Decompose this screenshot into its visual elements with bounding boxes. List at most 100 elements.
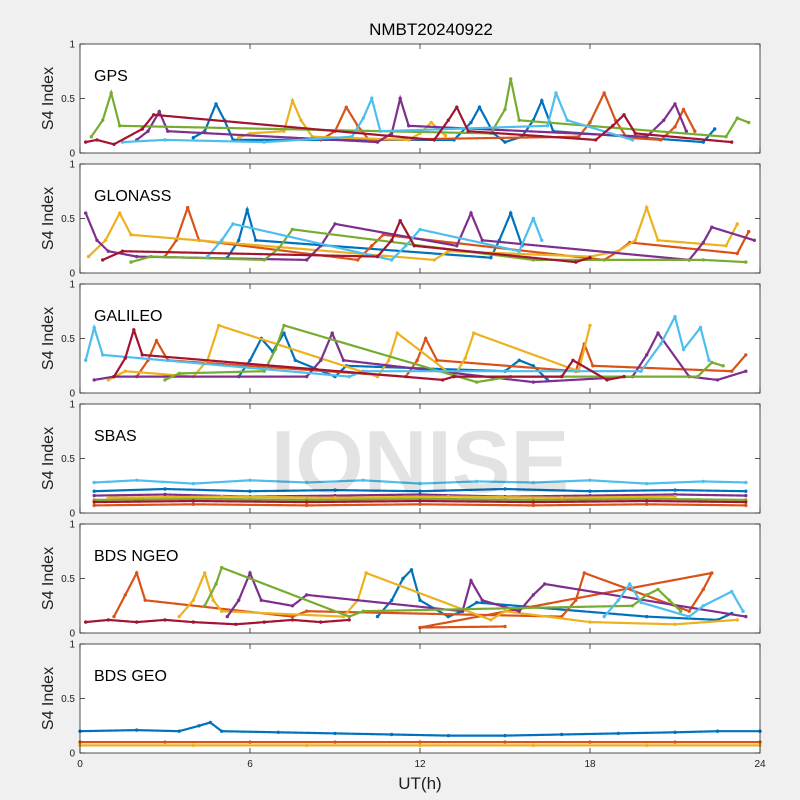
data-point <box>95 138 99 142</box>
data-point <box>220 494 224 499</box>
series-trace <box>78 721 762 737</box>
data-point <box>744 353 748 357</box>
x-axis-label: UT(h) <box>398 774 441 793</box>
data-point <box>276 730 280 734</box>
data-point <box>659 342 663 346</box>
data-point <box>645 353 649 357</box>
data-point <box>191 620 195 624</box>
data-point <box>460 609 465 613</box>
series-1 <box>112 570 714 630</box>
data-point <box>248 489 252 493</box>
data-point <box>418 499 422 503</box>
data-point <box>446 494 450 499</box>
data-point <box>92 503 96 508</box>
data-point <box>262 620 266 624</box>
data-point <box>701 140 705 144</box>
data-point <box>605 378 609 382</box>
series-trace <box>129 228 747 264</box>
data-point <box>452 374 456 379</box>
data-point <box>435 358 439 362</box>
y-tick-label: 1 <box>69 280 75 291</box>
data-point <box>418 598 422 602</box>
data-point <box>543 582 547 586</box>
data-point <box>290 227 295 232</box>
data-point <box>401 576 405 581</box>
data-point <box>713 127 717 131</box>
y-tick-label: 1 <box>69 40 75 51</box>
data-point <box>588 740 592 744</box>
data-point <box>673 315 677 319</box>
data-point <box>503 624 507 629</box>
data-point <box>531 480 535 485</box>
data-point <box>191 136 195 140</box>
data-point <box>220 729 224 733</box>
data-point <box>146 129 150 133</box>
data-point <box>92 489 96 493</box>
data-point <box>398 219 402 223</box>
data-point <box>86 254 91 259</box>
data-point <box>135 571 139 575</box>
y-tick-label: 0.5 <box>61 694 75 705</box>
series-3 <box>225 570 748 619</box>
data-point <box>84 620 88 624</box>
data-point <box>667 598 671 602</box>
data-point <box>290 604 295 608</box>
y-tick-label: 0.5 <box>61 214 75 225</box>
data-point <box>531 380 535 384</box>
data-point <box>744 614 748 619</box>
data-point <box>744 489 748 493</box>
data-point <box>177 614 181 619</box>
data-point <box>418 502 422 506</box>
data-point <box>290 614 295 619</box>
panel-2: 0 0.5 1 GALILEO S4 Index <box>40 280 761 400</box>
data-point <box>344 105 348 109</box>
data-point <box>101 118 105 123</box>
data-point <box>602 91 606 95</box>
data-point <box>628 582 632 586</box>
data-point <box>656 587 660 592</box>
data-point <box>707 358 711 362</box>
data-point <box>262 258 266 262</box>
data-point <box>203 604 207 608</box>
data-point <box>248 131 252 136</box>
y-tick-label: 0.5 <box>61 574 75 585</box>
data-point <box>118 211 122 215</box>
data-point <box>220 609 224 613</box>
y-axis-label: S4 Index <box>40 187 57 250</box>
data-point <box>375 140 380 144</box>
data-point <box>418 481 422 486</box>
data-point <box>101 353 105 357</box>
data-point <box>237 238 241 242</box>
data-point <box>744 503 748 508</box>
data-point <box>577 135 581 139</box>
data-point <box>370 244 374 248</box>
data-point <box>203 571 207 575</box>
data-point <box>407 138 411 142</box>
data-point <box>361 369 365 373</box>
data-point <box>305 480 309 485</box>
data-point <box>103 238 108 242</box>
data-point <box>282 331 286 335</box>
panel-axes-bg <box>80 44 760 153</box>
data-point <box>101 258 105 262</box>
data-point <box>560 374 564 379</box>
data-point <box>591 364 595 368</box>
data-point <box>305 374 309 379</box>
data-point <box>735 116 739 120</box>
series-1 <box>78 740 762 744</box>
data-point <box>262 140 266 144</box>
data-point <box>673 102 677 106</box>
data-point <box>469 211 473 215</box>
data-point <box>347 618 351 622</box>
data-point <box>503 609 507 613</box>
data-point <box>645 499 649 503</box>
data-point <box>333 740 337 744</box>
data-point <box>191 502 195 506</box>
panel-label: GPS <box>94 68 128 85</box>
data-point <box>282 323 286 328</box>
data-point <box>177 729 181 733</box>
data-point <box>424 336 428 341</box>
data-point <box>531 216 535 221</box>
data-point <box>509 211 513 215</box>
data-point <box>92 500 96 504</box>
